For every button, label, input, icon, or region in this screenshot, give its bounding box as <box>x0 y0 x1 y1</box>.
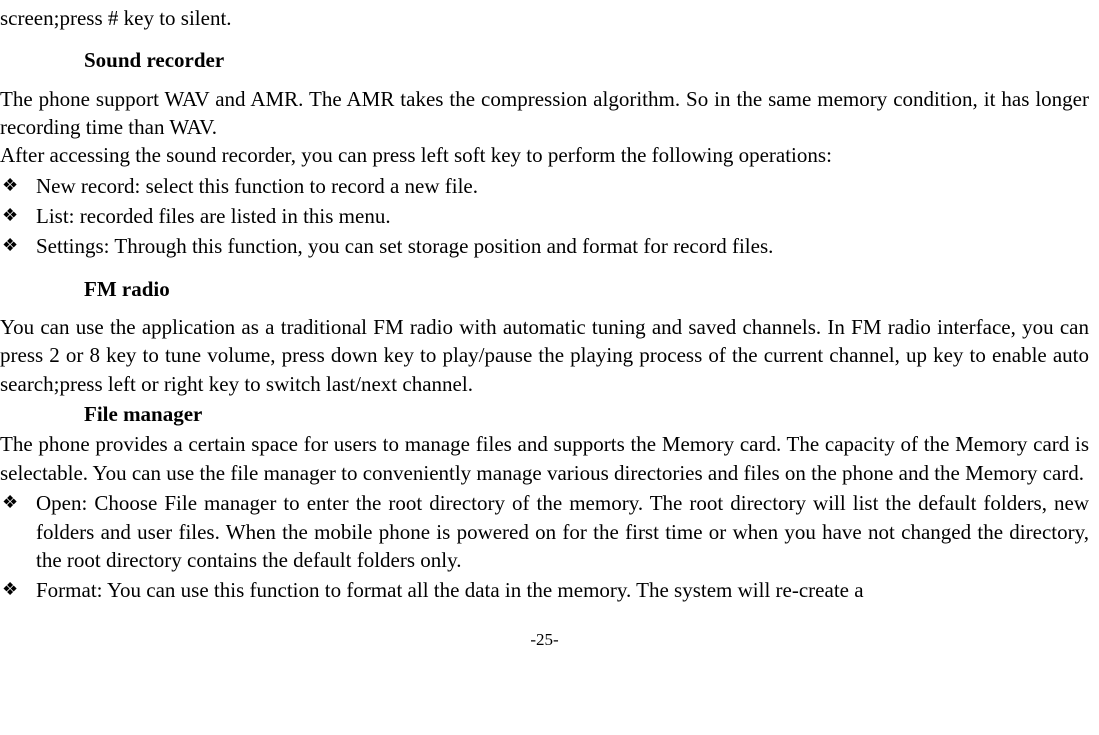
page-number: -25- <box>0 629 1089 652</box>
sound-recorder-p1: The phone support WAV and AMR. The AMR t… <box>0 85 1089 142</box>
bullet-icon: ❖ <box>0 232 36 259</box>
list-item: ❖ New record: select this function to re… <box>0 172 1089 200</box>
document-page: screen;press # key to silent. Sound reco… <box>0 0 1099 651</box>
list-item-text: List: recorded files are listed in this … <box>36 202 1089 230</box>
intro-fragment: screen;press # key to silent. <box>0 4 1089 32</box>
bullet-icon: ❖ <box>0 489 36 516</box>
list-item-text: Format: You can use this function to for… <box>36 576 1089 604</box>
bullet-icon: ❖ <box>0 576 36 603</box>
bullet-icon: ❖ <box>0 172 36 199</box>
list-item-text: New record: select this function to reco… <box>36 172 1089 200</box>
file-manager-p1: The phone provides a certain space for u… <box>0 430 1089 487</box>
bullet-icon: ❖ <box>0 202 36 229</box>
list-item: ❖ Settings: Through this function, you c… <box>0 232 1089 260</box>
list-item: ❖ List: recorded files are listed in thi… <box>0 202 1089 230</box>
list-item-text: Open: Choose File manager to enter the r… <box>36 489 1089 574</box>
sound-recorder-list: ❖ New record: select this function to re… <box>0 172 1089 261</box>
list-item-text: Settings: Through this function, you can… <box>36 232 1089 260</box>
sound-recorder-p2: After accessing the sound recorder, you … <box>0 141 1089 169</box>
list-item: ❖ Format: You can use this function to f… <box>0 576 1089 604</box>
list-item: ❖ Open: Choose File manager to enter the… <box>0 489 1089 574</box>
heading-sound-recorder: Sound recorder <box>84 46 1089 74</box>
file-manager-list: ❖ Open: Choose File manager to enter the… <box>0 489 1089 604</box>
fm-radio-p1: You can use the application as a traditi… <box>0 313 1089 398</box>
heading-fm-radio: FM radio <box>84 275 1089 303</box>
heading-file-manager: File manager <box>84 400 1089 428</box>
